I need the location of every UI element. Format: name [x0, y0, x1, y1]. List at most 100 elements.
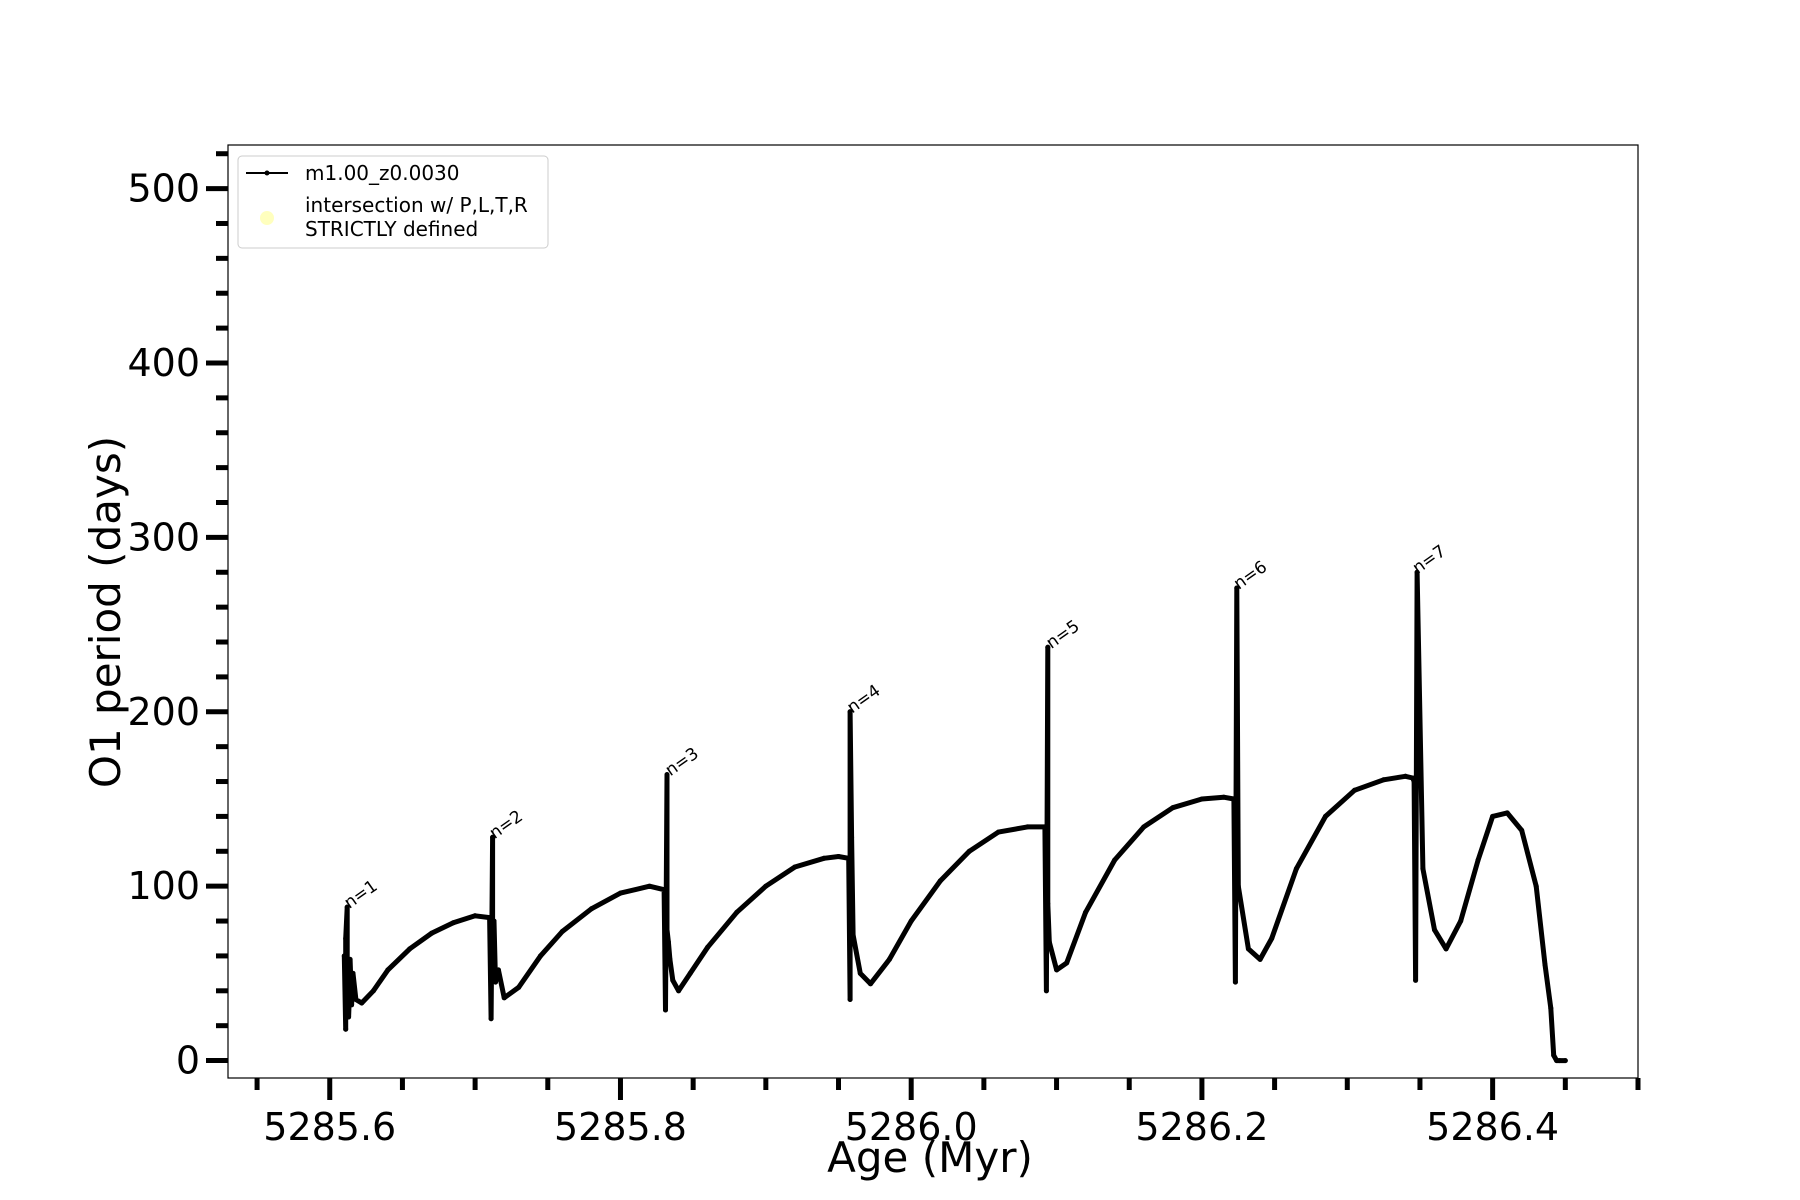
data-point	[1475, 857, 1481, 863]
data-point	[1170, 805, 1176, 811]
data-point	[488, 1016, 494, 1022]
data-point	[850, 932, 856, 938]
data-point	[495, 967, 501, 973]
data-point	[353, 997, 359, 1002]
y-tick-label: 400	[127, 341, 200, 385]
data-point	[487, 915, 493, 921]
y-axis: 0 100 200 300 400 500	[127, 167, 228, 1083]
data-point	[995, 829, 1001, 835]
y-tick-label: 200	[127, 690, 200, 734]
data-point	[667, 956, 673, 962]
data-point	[1411, 779, 1417, 784]
data-point	[1413, 977, 1419, 983]
data-point	[1548, 1005, 1554, 1011]
data-point	[1458, 918, 1464, 924]
series-layer	[341, 569, 1568, 1064]
data-point	[344, 904, 350, 910]
data-point	[966, 848, 972, 854]
data-point	[937, 878, 943, 884]
data-point	[1490, 813, 1496, 819]
data-point	[857, 970, 863, 976]
data-point	[1551, 1052, 1557, 1058]
data-point	[347, 974, 353, 980]
data-point	[1562, 1058, 1568, 1064]
data-point	[450, 920, 456, 926]
data-point	[1221, 794, 1227, 800]
data-point	[665, 939, 671, 945]
data-point	[1402, 773, 1408, 779]
data-point	[343, 936, 349, 941]
data-point	[670, 977, 676, 983]
x-tick-label: 5286.2	[1135, 1105, 1268, 1149]
data-point	[490, 834, 496, 840]
y-tick-label: 500	[127, 167, 200, 211]
data-point	[1432, 927, 1437, 933]
data-point	[1381, 777, 1387, 783]
data-point	[1414, 569, 1420, 575]
y-axis-label: O1 period (days)	[81, 436, 130, 788]
data-point	[1025, 824, 1030, 830]
x-tick-label: 5286.4	[1426, 1105, 1559, 1149]
data-point	[344, 1005, 350, 1011]
data-point	[491, 918, 497, 924]
data-point	[846, 855, 852, 861]
data-point	[1542, 962, 1548, 968]
legend-label-series: m1.00_z0.0030	[305, 161, 460, 185]
data-point	[908, 918, 914, 924]
data-point	[1269, 936, 1275, 941]
data-point	[1533, 883, 1539, 889]
data-point	[1054, 967, 1060, 973]
data-point	[472, 913, 478, 919]
data-point	[1235, 883, 1241, 889]
legend-box	[237, 155, 549, 249]
data-point	[1046, 939, 1052, 945]
x-axis: 5285.6 5285.8 5286.0 5286.2 5286.4	[263, 1078, 1559, 1149]
data-point	[385, 967, 391, 973]
data-point	[1293, 866, 1299, 872]
data-point	[705, 944, 711, 950]
data-point	[1234, 585, 1240, 591]
data-point	[1083, 909, 1089, 915]
data-point	[836, 854, 841, 859]
data-point	[821, 855, 827, 861]
data-point	[1141, 824, 1147, 830]
y-tick-label: 300	[127, 515, 200, 559]
data-point	[490, 962, 496, 968]
data-point	[370, 988, 376, 994]
data-point	[346, 962, 352, 968]
data-point	[1045, 644, 1051, 650]
x-tick-label: 5285.6	[263, 1105, 396, 1149]
data-point	[501, 995, 507, 1001]
data-point	[847, 997, 853, 1002]
data-point	[1245, 946, 1251, 952]
x-tick-label: 5285.8	[554, 1105, 687, 1149]
data-point	[664, 772, 670, 778]
data-point	[1064, 960, 1070, 966]
data-point	[1352, 787, 1357, 793]
data-point	[407, 946, 413, 952]
data-point	[792, 864, 798, 870]
data-point	[341, 953, 347, 959]
data-point	[1112, 857, 1118, 863]
data-point	[647, 883, 652, 889]
y-tick-label: 0	[176, 1039, 200, 1083]
data-point	[1323, 813, 1328, 819]
data-point	[1257, 956, 1263, 962]
data-point	[687, 970, 693, 976]
data-point	[538, 953, 543, 959]
data-point	[664, 927, 670, 933]
legend-line-dot	[264, 170, 270, 176]
data-point	[1043, 988, 1049, 994]
data-point	[1557, 1058, 1562, 1064]
legend-circle-marker	[260, 211, 274, 225]
data-point	[676, 988, 682, 994]
data-point	[429, 930, 434, 936]
data-point	[1042, 824, 1048, 830]
legend-label-intersection-line2: STRICTLY defined	[305, 217, 478, 241]
data-point	[661, 887, 667, 893]
data-point	[347, 956, 353, 962]
data-point	[763, 883, 769, 889]
data-point	[359, 1000, 365, 1006]
data-point	[349, 1002, 355, 1008]
